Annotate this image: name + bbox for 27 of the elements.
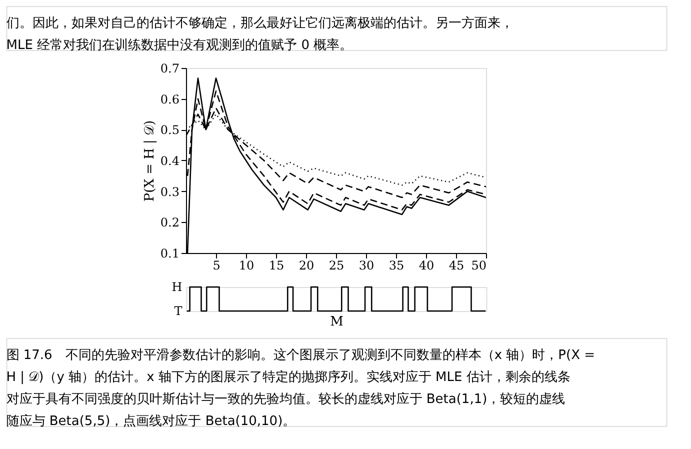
- text: 对应于具有不同强度的贝叶斯估计与一致的先验均值。较长的虚线对应于 Beta(1,1)，较短的虚线: [6, 391, 566, 407]
- x-tick-label: 5: [212, 258, 220, 272]
- y-tick-label: 0.1: [160, 246, 180, 260]
- x-tick-label: 50: [471, 258, 486, 272]
- caption: 图 17.6 不同的先验对平滑参数估计的影响。这个图展示了观测到不同数量的样本（x 轴）时，P(X =: [6, 348, 595, 363]
- y-tick-label: 0.5: [160, 123, 180, 138]
- y-tick-label: 0.6: [160, 92, 180, 106]
- x-tick-label: 15: [268, 258, 284, 272]
- x-axis-title: M: [330, 314, 344, 330]
- annotation: H: [172, 280, 182, 294]
- y-axis-title: P(X = H | 𝒟): [142, 120, 158, 202]
- text: MLE 经常对我们在训练数据中没有观测到的值赋予 0 概率。: [6, 37, 353, 53]
- y-tick-label: 0.4: [160, 154, 180, 168]
- x-tick-label: 40: [418, 258, 434, 272]
- y-tick-label: 0.7: [160, 62, 180, 76]
- text: 们。因此，如果对自己的估计不够确定，那么最好让它们远离极端的估计。另一方面来，: [6, 15, 514, 31]
- x-tick-label: 35: [388, 258, 404, 272]
- y-tick-label: 0.3: [160, 184, 180, 199]
- annotation: T: [174, 304, 182, 318]
- y-tick-label: 0.2: [160, 216, 180, 230]
- text: H | 𝒟)（y 轴）的估计。x 轴下方的图展示了特定的抛掷序列。实线对应于 MLE 估计，剩余的线条: [6, 369, 570, 385]
- x-tick-label: 10: [238, 258, 254, 272]
- x-tick-label: 30: [358, 258, 374, 272]
- x-tick-label: 45: [448, 258, 464, 272]
- x-tick-label: 20: [298, 258, 314, 272]
- text: 随应与 Beta(5,5)，点画线对应于 Beta(10,10)。: [6, 413, 296, 429]
- x-tick-label: 25: [328, 258, 344, 272]
